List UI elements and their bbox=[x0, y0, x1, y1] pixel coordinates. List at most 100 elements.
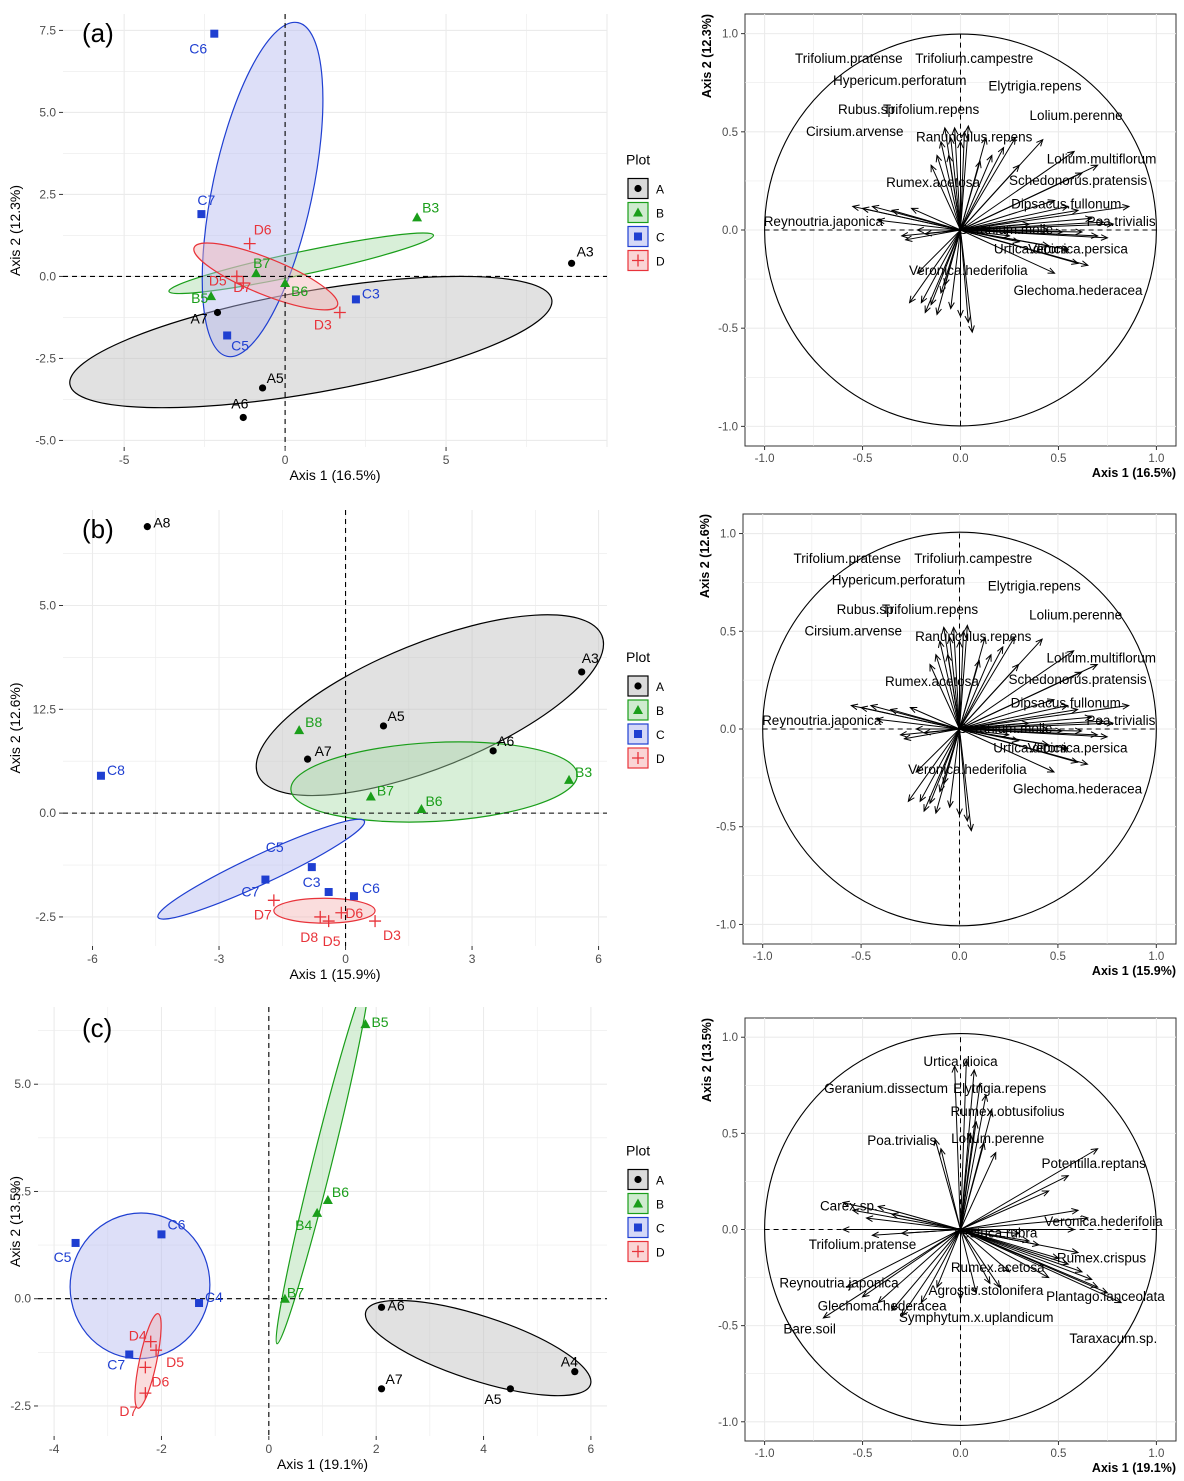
legend-title: Plot bbox=[626, 1143, 650, 1159]
variable-label: Reynoutria.japonica bbox=[779, 1275, 899, 1290]
x-tick-label: -0.5 bbox=[853, 1448, 873, 1460]
y-tick-label: -0.5 bbox=[716, 822, 736, 834]
point-label: C7 bbox=[241, 884, 259, 900]
x-tick-label: 0.5 bbox=[1050, 1448, 1066, 1460]
arrow-head bbox=[1090, 232, 1099, 239]
point-label: A7 bbox=[386, 1371, 403, 1387]
variable-label: Rumex.crispus bbox=[1057, 1250, 1147, 1265]
point-A6 bbox=[489, 747, 497, 755]
variable-arrow bbox=[878, 219, 961, 231]
variable-label: Veronica.hederifolia bbox=[909, 263, 1028, 278]
arrow-head bbox=[822, 1311, 831, 1319]
variable-arrow bbox=[943, 728, 960, 784]
variable-arrow bbox=[960, 1229, 1059, 1259]
x-tick-label: -1.0 bbox=[755, 453, 775, 465]
arrow-head bbox=[865, 1215, 874, 1222]
variable-label: Urtica.dioica bbox=[993, 741, 1068, 756]
variable-arrow bbox=[925, 229, 961, 235]
variable-label: Plantago.lanceolata bbox=[1046, 1289, 1165, 1304]
arrow-head bbox=[939, 1147, 946, 1156]
arrow-head bbox=[845, 1281, 854, 1288]
arrow-head bbox=[962, 1059, 970, 1067]
legend-label: A bbox=[656, 680, 664, 694]
point-C7 bbox=[197, 210, 206, 219]
variable-arrow bbox=[960, 1229, 1092, 1280]
variable-arrow bbox=[905, 229, 961, 241]
arrow-head bbox=[1090, 731, 1099, 738]
variable-arrow bbox=[960, 1229, 991, 1284]
arrow-head bbox=[1036, 138, 1044, 147]
point-label: C7 bbox=[197, 192, 215, 208]
ordination-panel-b: A3A5A6A7A8B3B6B7B8C3C5C6C7C8D3D5D6D7D8-6… bbox=[7, 510, 665, 982]
arrow-head bbox=[1046, 698, 1056, 705]
variable-label: Glechoma.hederacea bbox=[1013, 283, 1143, 298]
point-label: C3 bbox=[303, 874, 321, 890]
x-tick-label: 2 bbox=[373, 1442, 380, 1456]
arrow-head bbox=[935, 307, 942, 316]
variable-label: Cirsium.arvense bbox=[806, 124, 904, 139]
variable-arrow bbox=[960, 164, 1098, 231]
variable-arrow bbox=[959, 650, 1074, 730]
point-label: D8 bbox=[300, 929, 318, 945]
variable-label: Veronica.hederifolia bbox=[908, 762, 1027, 777]
point-label: D6 bbox=[345, 905, 363, 921]
variable-arrow bbox=[959, 705, 1129, 730]
arrow-head bbox=[1041, 1190, 1050, 1197]
point-A7 bbox=[377, 1385, 386, 1393]
arrow-head bbox=[890, 208, 899, 216]
arrow-head bbox=[929, 796, 936, 805]
arrow-head bbox=[1100, 234, 1109, 241]
point-label: B7 bbox=[287, 1285, 304, 1301]
point-label: B4 bbox=[295, 1217, 312, 1233]
arrow-head bbox=[1106, 720, 1115, 727]
variable-label: Reynoutria.japonica bbox=[764, 214, 884, 229]
point-label: C6 bbox=[362, 880, 380, 896]
point-label: A4 bbox=[561, 1354, 578, 1370]
point-label: B5 bbox=[191, 290, 208, 306]
arrow-head bbox=[923, 804, 930, 813]
arrow-head bbox=[1074, 727, 1083, 735]
variable-label: Trifolium.pratense bbox=[795, 51, 903, 66]
arrow-head bbox=[900, 231, 909, 239]
variable-arrow bbox=[960, 1148, 1098, 1230]
y-tick-label: 0.5 bbox=[722, 1128, 738, 1140]
confidence-ellipses bbox=[69, 1007, 592, 1409]
variable-labels: Trifolium.pratense Trifolium.campestre Hyp… bbox=[764, 51, 1157, 298]
variable-label: Veronica.persica bbox=[1028, 741, 1128, 756]
variable-label: Veronica.persica bbox=[1028, 242, 1128, 257]
arrow-head bbox=[960, 130, 968, 139]
point-label: C5 bbox=[54, 1249, 72, 1265]
arrow-head bbox=[861, 206, 870, 213]
point-C6 bbox=[349, 892, 358, 901]
ellipse-B bbox=[275, 1007, 370, 1345]
arrow-head bbox=[850, 703, 859, 711]
point-label: D5 bbox=[323, 933, 341, 949]
variable-label: Reynoutria.japonica bbox=[762, 713, 882, 728]
arrow-head bbox=[951, 126, 959, 135]
variable-arrow bbox=[960, 1190, 1049, 1230]
arrow-head bbox=[1066, 650, 1075, 658]
point-A4 bbox=[571, 1368, 579, 1376]
variable-arrow bbox=[960, 125, 969, 231]
variable-arrow bbox=[960, 205, 1069, 231]
arrow-head bbox=[1022, 221, 1031, 228]
variable-arrow bbox=[876, 718, 960, 730]
arrow-head bbox=[891, 1303, 899, 1312]
point-label: B7 bbox=[377, 783, 394, 799]
point-B5 bbox=[206, 291, 217, 301]
arrow-head bbox=[1011, 736, 1020, 743]
variable-arrow bbox=[959, 625, 968, 730]
variable-labels: Trifolium.pratense Trifolium.campestre Hyp… bbox=[762, 551, 1156, 797]
arrow-head bbox=[948, 301, 955, 310]
arrow-head bbox=[1070, 757, 1079, 764]
legend-marker-D bbox=[632, 1245, 644, 1258]
arrow-head bbox=[1071, 1208, 1080, 1215]
variable-arrow bbox=[878, 1205, 961, 1230]
point-C7 bbox=[125, 1350, 134, 1359]
arrow-head bbox=[945, 653, 952, 662]
variable-arrow bbox=[915, 728, 960, 773]
variable-label: Lolium.perenne bbox=[1029, 608, 1122, 623]
variable-arrow bbox=[959, 664, 1098, 730]
